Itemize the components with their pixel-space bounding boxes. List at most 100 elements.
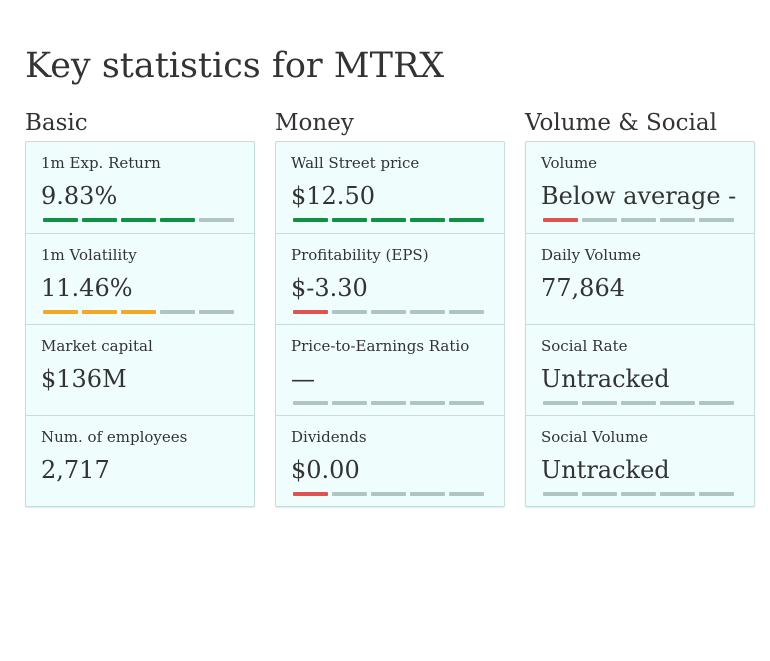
stat-value: 11.46% <box>41 274 133 302</box>
rating-bars <box>293 401 484 405</box>
rating-bar-empty <box>621 401 656 405</box>
stat-value: $0.00 <box>291 456 360 484</box>
rating-bar-empty <box>199 218 234 222</box>
stat-social-rate[interactable]: Social Rate Untracked <box>526 324 754 415</box>
rating-bar-empty <box>293 401 328 405</box>
stat-social-volume[interactable]: Social Volume Untracked <box>526 415 754 506</box>
rating-bars <box>543 218 734 222</box>
column-title: Money <box>275 110 354 136</box>
rating-bar-empty <box>699 218 734 222</box>
stat-label: Wall Street price <box>291 154 420 172</box>
rating-bar-empty <box>410 492 445 496</box>
stat-value: $-3.30 <box>291 274 368 302</box>
rating-bars <box>43 218 234 222</box>
stat-num-employees[interactable]: Num. of employees 2,717 <box>26 415 254 506</box>
stat-label: Profitability (EPS) <box>291 246 429 264</box>
stat-value: $136M <box>41 365 127 393</box>
stat-volume[interactable]: Volume Below average - <box>526 142 754 233</box>
stat-value: 9.83% <box>41 182 118 210</box>
rating-bars <box>43 310 234 314</box>
stat-wall-street-price[interactable]: Wall Street price $12.50 <box>276 142 504 233</box>
rating-bar-filled <box>160 218 195 222</box>
stat-label: Price-to-Earnings Ratio <box>291 337 470 355</box>
column-volume-social: Volume & Social Volume Below average - D… <box>525 108 755 507</box>
rating-bar-filled <box>43 310 78 314</box>
stat-profitability-eps[interactable]: Profitability (EPS) $-3.30 <box>276 233 504 324</box>
rating-bar-empty <box>582 401 617 405</box>
rating-bar-empty <box>332 492 367 496</box>
stats-card: Volume Below average - Daily Volume 77,8… <box>525 141 755 507</box>
rating-bar-empty <box>660 492 695 496</box>
rating-bar-filled <box>121 310 156 314</box>
stat-1m-exp-return[interactable]: 1m Exp. Return 9.83% <box>26 142 254 233</box>
stat-value: Untracked <box>541 365 670 393</box>
page-title: Key statistics for MTRX <box>25 46 445 86</box>
rating-bars <box>293 492 484 496</box>
rating-bar-empty <box>410 401 445 405</box>
stat-daily-volume[interactable]: Daily Volume 77,864 <box>526 233 754 324</box>
rating-bar-empty <box>621 218 656 222</box>
stat-label: Social Volume <box>541 428 649 446</box>
stat-value: Below average - <box>541 182 737 210</box>
rating-bar-empty <box>582 492 617 496</box>
rating-bar-filled <box>293 492 328 496</box>
stats-card: 1m Exp. Return 9.83% 1m Volatility 11.46… <box>25 141 255 507</box>
rating-bar-filled <box>293 310 328 314</box>
stat-label: 1m Volatility <box>41 246 137 264</box>
rating-bar-empty <box>543 492 578 496</box>
stat-label: 1m Exp. Return <box>41 154 161 172</box>
stat-value: 77,864 <box>541 274 625 302</box>
rating-bar-filled <box>449 218 484 222</box>
rating-bar-filled <box>410 218 445 222</box>
rating-bar-empty <box>621 492 656 496</box>
rating-bar-empty <box>582 218 617 222</box>
rating-bars <box>293 310 484 314</box>
rating-bar-empty <box>371 492 406 496</box>
rating-bar-empty <box>449 492 484 496</box>
stat-value: Untracked <box>541 456 670 484</box>
rating-bars <box>543 492 734 496</box>
stat-value: $12.50 <box>291 182 375 210</box>
stat-label: Dividends <box>291 428 367 446</box>
rating-bar-filled <box>43 218 78 222</box>
rating-bar-filled <box>121 218 156 222</box>
stat-label: Num. of employees <box>41 428 188 446</box>
rating-bar-empty <box>543 401 578 405</box>
stats-card: Wall Street price $12.50 Profitability (… <box>275 141 505 507</box>
rating-bar-filled <box>82 218 117 222</box>
column-title: Basic <box>25 110 88 136</box>
rating-bar-filled <box>332 218 367 222</box>
stat-dividends[interactable]: Dividends $0.00 <box>276 415 504 506</box>
rating-bar-empty <box>371 310 406 314</box>
rating-bars <box>293 218 484 222</box>
stat-label: Daily Volume <box>541 246 641 264</box>
rating-bar-empty <box>332 310 367 314</box>
rating-bar-empty <box>332 401 367 405</box>
stat-label: Social Rate <box>541 337 628 355</box>
column-basic: Basic 1m Exp. Return 9.83% 1m Volatility… <box>25 108 255 507</box>
rating-bar-empty <box>410 310 445 314</box>
rating-bar-empty <box>199 310 234 314</box>
stat-value: 2,717 <box>41 456 110 484</box>
stat-label: Volume <box>541 154 598 172</box>
column-title: Volume & Social <box>525 110 717 136</box>
rating-bar-filled <box>543 218 578 222</box>
stat-label: Market capital <box>41 337 153 355</box>
rating-bar-empty <box>160 310 195 314</box>
stat-value: — <box>291 365 315 393</box>
column-money: Money Wall Street price $12.50 Profitabi… <box>275 108 505 507</box>
rating-bar-empty <box>660 218 695 222</box>
rating-bars <box>543 401 734 405</box>
stat-1m-volatility[interactable]: 1m Volatility 11.46% <box>26 233 254 324</box>
rating-bar-empty <box>371 401 406 405</box>
stat-pe-ratio[interactable]: Price-to-Earnings Ratio — <box>276 324 504 415</box>
rating-bar-filled <box>293 218 328 222</box>
rating-bar-empty <box>699 401 734 405</box>
rating-bar-empty <box>449 310 484 314</box>
rating-bar-empty <box>699 492 734 496</box>
rating-bar-empty <box>449 401 484 405</box>
rating-bar-filled <box>82 310 117 314</box>
rating-bar-empty <box>660 401 695 405</box>
stat-market-capital[interactable]: Market capital $136M <box>26 324 254 415</box>
rating-bar-filled <box>371 218 406 222</box>
